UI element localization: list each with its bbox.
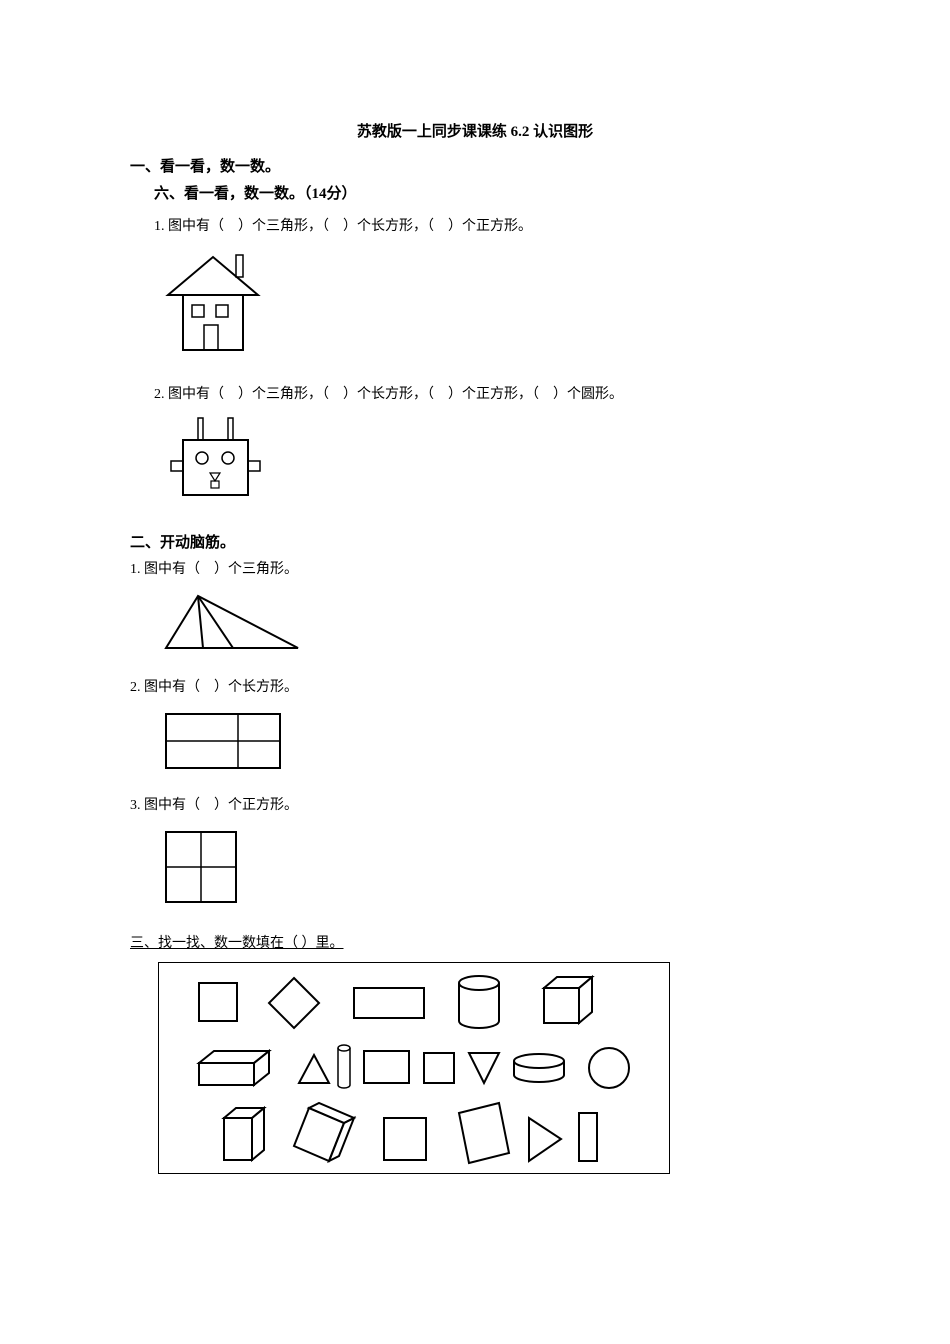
figure-triangle-complex bbox=[158, 588, 820, 658]
figure-square-grid bbox=[158, 824, 820, 914]
figure-shapes-collection bbox=[158, 962, 670, 1174]
section2-q1: 1. 图中有（ ）个三角形。 bbox=[130, 558, 820, 578]
section1-q1: 1. 图中有（ ）个三角形，（ ）个长方形，（ ）个正方形。 bbox=[154, 215, 820, 235]
section1-subheading: 六、看一看，数一数。（14分） bbox=[154, 182, 820, 203]
figure-rectangle-grid bbox=[158, 706, 820, 776]
figure-house bbox=[158, 245, 820, 365]
section2-q2: 2. 图中有（ ）个长方形。 bbox=[130, 676, 820, 696]
section2-q3: 3. 图中有（ ）个正方形。 bbox=[130, 794, 820, 814]
page-title: 苏教版一上同步课课练 6.2 认识图形 bbox=[130, 120, 820, 141]
section3-heading: 三、找一找、数一数填在（ ）里。 bbox=[130, 932, 820, 952]
section1-q2: 2. 图中有（ ）个三角形，（ ）个长方形，（ ）个正方形，（ ）个圆形。 bbox=[154, 383, 820, 403]
figure-robot bbox=[158, 413, 820, 513]
section1-heading: 一、看一看，数一数。 bbox=[130, 155, 820, 176]
section2-heading: 二、开动脑筋。 bbox=[130, 531, 820, 552]
